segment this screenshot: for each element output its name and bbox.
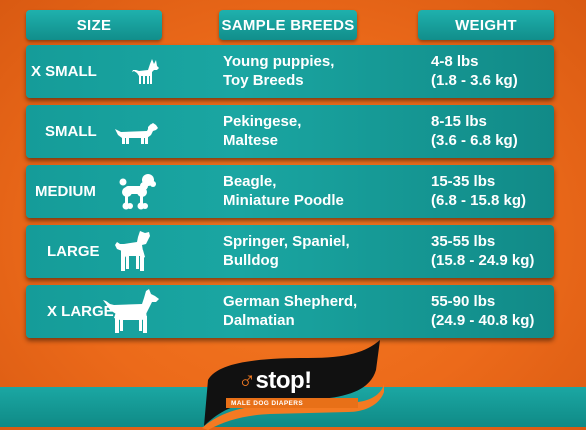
weight-range: 4-8 lbs (1.8 - 3.6 kg) xyxy=(431,53,518,89)
breed-list: Beagle, Miniature Poodle xyxy=(223,173,344,209)
chihuahua-icon xyxy=(130,45,162,98)
size-row-large: LARGE Springer, Spaniel, Bulldog 35-55 l… xyxy=(26,225,554,278)
dachshund-icon xyxy=(113,105,159,158)
weight-range: 8-15 lbs (3.6 - 6.8 kg) xyxy=(431,113,518,149)
size-label: LARGE xyxy=(47,243,100,260)
size-label: X SMALL xyxy=(31,63,97,80)
size-row-small: SMALL Pekingese, Maltese 8-15 lbs (3.6 -… xyxy=(26,105,554,158)
breed-list: Young puppies, Toy Breeds xyxy=(223,53,335,89)
header-size: SIZE xyxy=(26,10,162,40)
weight-range: 55-90 lbs (24.9 - 40.8 kg) xyxy=(431,293,535,329)
size-row-x-small: X SMALL Young puppies, Toy Breeds 4-8 lb… xyxy=(26,45,554,98)
male-symbol-icon: ♂ xyxy=(238,367,256,394)
weight-range: 35-55 lbs (15.8 - 24.9 kg) xyxy=(431,233,535,269)
logo-tagline: MALE DOG DIAPERS xyxy=(231,400,304,407)
size-row-medium: MEDIUM Beagle, Miniature Poodle xyxy=(26,165,554,218)
pug-icon xyxy=(112,225,154,278)
logo-wordmark: ♂stop! xyxy=(238,367,312,394)
size-label: X LARGE xyxy=(47,303,114,320)
size-label: SMALL xyxy=(45,123,97,140)
size-label: MEDIUM xyxy=(35,183,96,200)
header-sample-breeds: SAMPLE BREEDS xyxy=(219,10,357,40)
shepherd-icon xyxy=(102,285,160,338)
breed-list: Springer, Spaniel, Bulldog xyxy=(223,233,350,269)
header-weight: WEIGHT xyxy=(418,10,554,40)
size-row-x-large: X LARGE German Shepherd, Dalmatian 55-90… xyxy=(26,285,554,338)
weight-range: 15-35 lbs (6.8 - 15.8 kg) xyxy=(431,173,527,209)
breed-list: German Shepherd, Dalmatian xyxy=(223,293,358,329)
breed-list: Pekingese, Maltese xyxy=(223,113,302,149)
poodle-icon xyxy=(118,165,158,218)
stop-logo: ♂stop! MALE DOG DIAPERS xyxy=(198,340,388,430)
